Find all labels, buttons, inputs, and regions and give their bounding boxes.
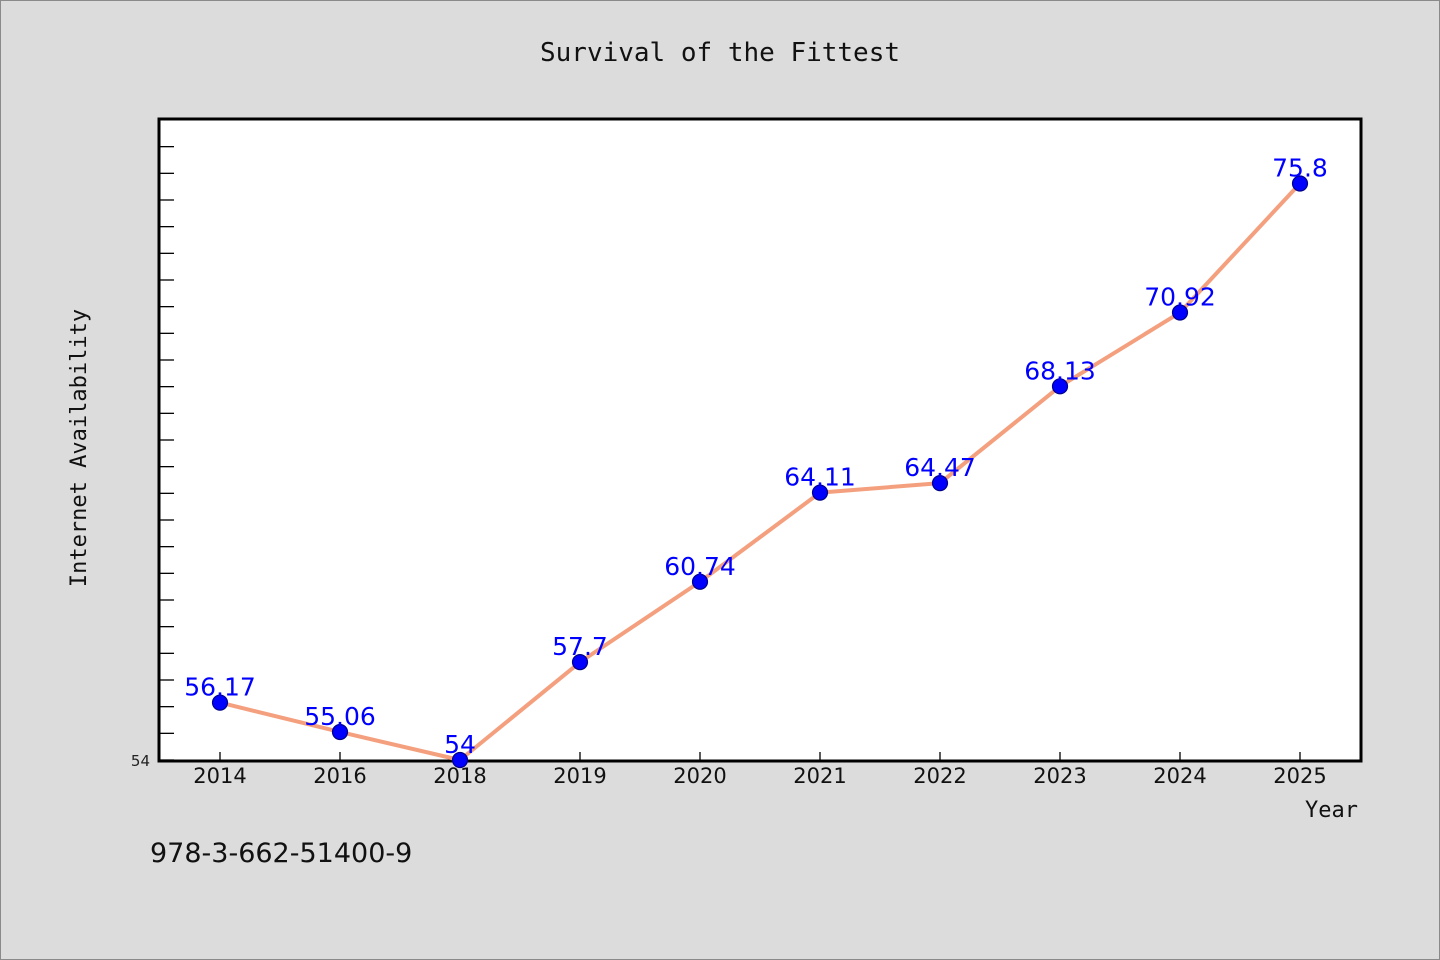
data-label: 55.06 bbox=[304, 702, 376, 731]
data-label: 68.13 bbox=[1024, 356, 1096, 385]
y-axis-label: Internet Availability bbox=[67, 309, 92, 587]
x-tick-label: 2016 bbox=[313, 764, 366, 788]
data-label: 64.11 bbox=[784, 463, 856, 492]
x-tick-label: 2021 bbox=[793, 764, 846, 788]
x-axis-label: Year bbox=[1305, 798, 1358, 823]
data-label: 75.8 bbox=[1272, 153, 1328, 182]
x-tick-label: 2014 bbox=[193, 764, 246, 788]
x-tick-label: 2022 bbox=[913, 764, 966, 788]
plot-area bbox=[157, 117, 1363, 763]
x-tick-label: 2020 bbox=[673, 764, 726, 788]
series-layer: 56.17 55.06 54 57.7 60.74 64.11 64.47 68.13 70.9… bbox=[184, 153, 1328, 769]
chart-title: Survival of the Fittest bbox=[540, 38, 900, 68]
data-point bbox=[1171, 304, 1189, 321]
data-label: 64.47 bbox=[904, 453, 976, 482]
data-label: 56.17 bbox=[184, 673, 256, 702]
x-tick-label: 2024 bbox=[1153, 764, 1206, 788]
data-point bbox=[571, 654, 589, 671]
x-tick-label: 2023 bbox=[1033, 764, 1086, 788]
isbn-footer: 978-3-662-51400-9 bbox=[150, 838, 412, 869]
x-axis-ticks: 2014 2016 2018 2019 2020 2021 2022 2023 2024 2025 bbox=[193, 752, 1327, 788]
data-point bbox=[691, 573, 709, 590]
data-point bbox=[331, 723, 349, 741]
series-line bbox=[218, 181, 1302, 762]
data-point bbox=[1051, 378, 1069, 395]
x-tick-label: 2019 bbox=[553, 764, 606, 788]
data-point bbox=[1291, 175, 1309, 192]
y-tick-label: 54 bbox=[131, 752, 150, 770]
data-label: 57.7 bbox=[552, 632, 608, 661]
data-point bbox=[931, 475, 949, 492]
x-tick-label: 2025 bbox=[1273, 764, 1326, 788]
data-point bbox=[811, 484, 829, 501]
data-label: 54 bbox=[444, 730, 476, 759]
data-label: 70.92 bbox=[1144, 283, 1216, 312]
data-point bbox=[211, 694, 229, 711]
data-point bbox=[451, 751, 469, 769]
data-label: 60.74 bbox=[664, 552, 736, 581]
y-axis-ticks: 54 bbox=[131, 146, 174, 770]
